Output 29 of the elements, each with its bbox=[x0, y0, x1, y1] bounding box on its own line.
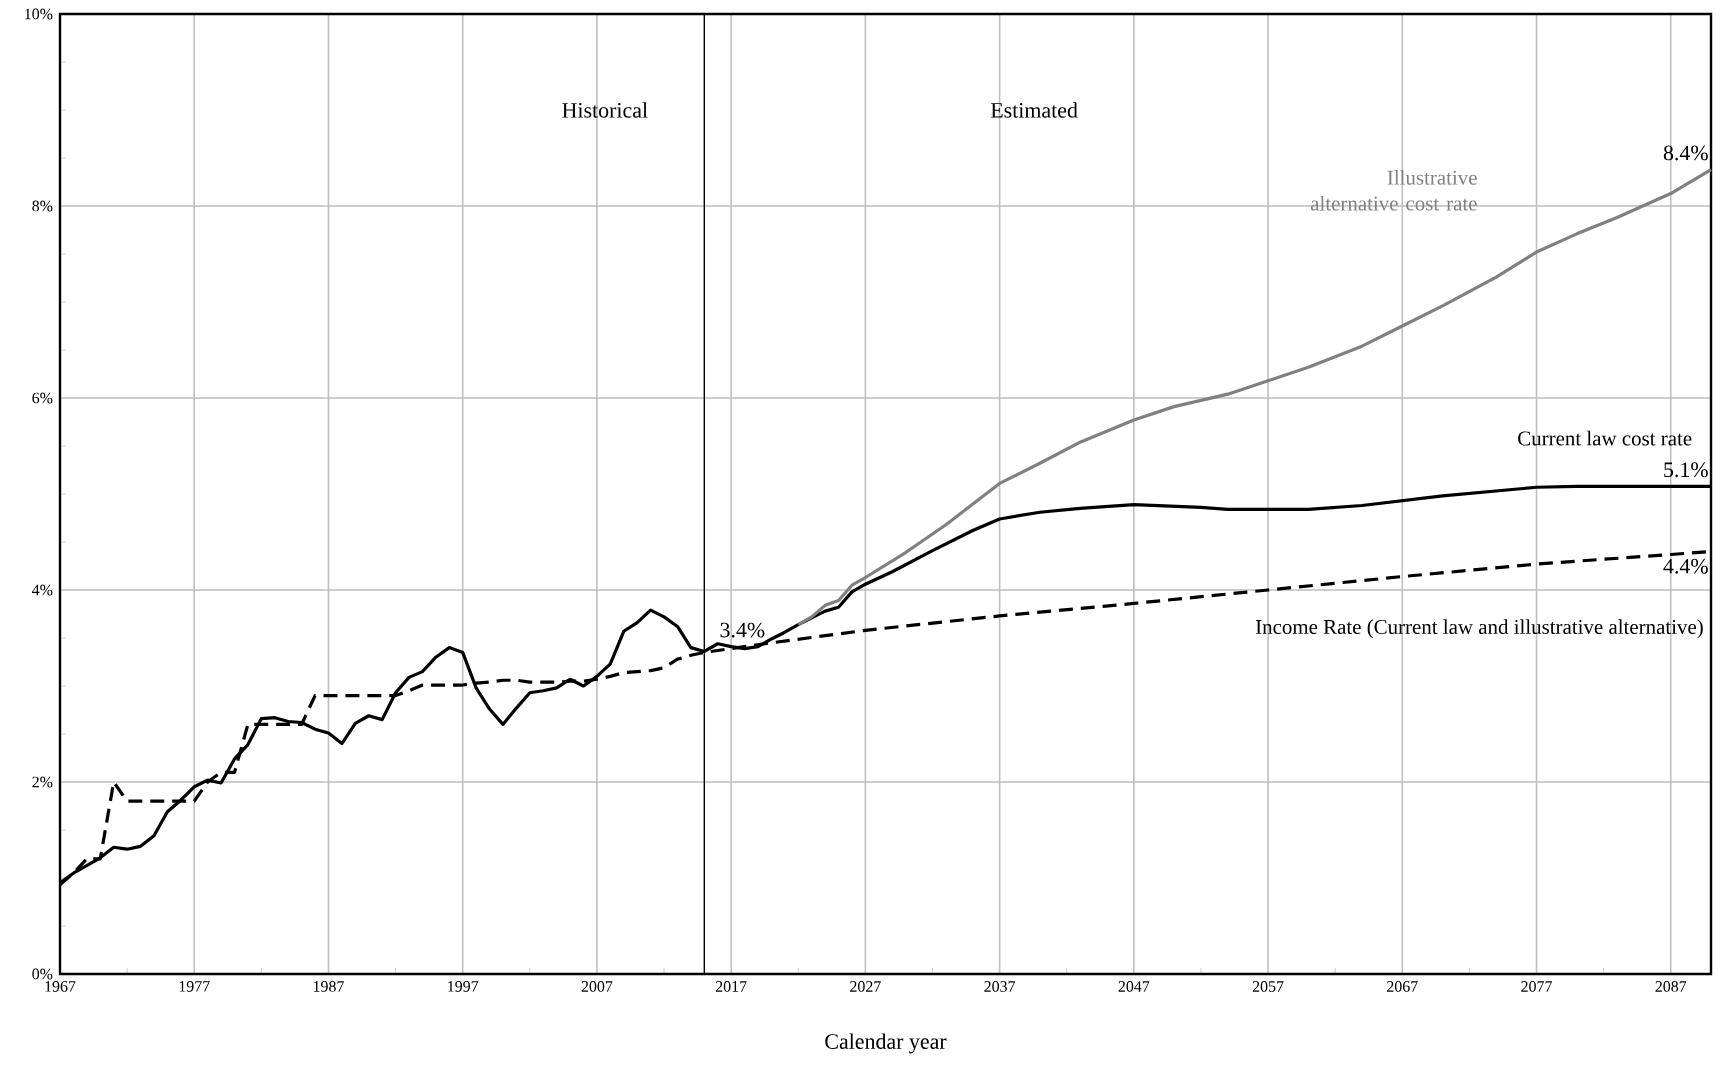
text: Illustrative alternative cost rate bbox=[1310, 170, 1477, 211]
x-tick-label: 2007 bbox=[581, 981, 613, 992]
annotation: 5.1% bbox=[1664, 462, 1708, 478]
x-tick-label: 2037 bbox=[984, 981, 1016, 992]
annotation: 3.4% bbox=[720, 622, 765, 638]
series-label: Current law cost rate bbox=[1518, 430, 1692, 446]
annotation: Estimated bbox=[990, 102, 1078, 118]
annotation: Historical bbox=[562, 102, 648, 118]
x-tick-label: 1977 bbox=[179, 981, 210, 992]
series-label: Income Rate (Current law and illustrative alternative) bbox=[1255, 619, 1703, 639]
x-tick-label: 2087 bbox=[1655, 981, 1687, 992]
x-tick-label: 2067 bbox=[1387, 981, 1418, 992]
x-tick-label: 2017 bbox=[715, 981, 747, 992]
x-tick-label: 2027 bbox=[850, 981, 881, 992]
x-tick-label: 2057 bbox=[1252, 981, 1284, 992]
x-tick-label: 2047 bbox=[1118, 981, 1150, 992]
y-tick-label: 0% bbox=[32, 968, 53, 980]
y-tick-label: 6% bbox=[32, 392, 53, 404]
x-axis-title: Calendar year bbox=[825, 1033, 947, 1054]
y-tick-label: 10% bbox=[25, 8, 53, 20]
y-tick-label: 4% bbox=[32, 584, 53, 596]
x-tick-label: 1997 bbox=[448, 981, 479, 992]
x-tick-label: 2077 bbox=[1521, 981, 1552, 992]
y-tick-label: 8% bbox=[32, 200, 53, 212]
x-tick-label: 1987 bbox=[313, 981, 344, 992]
y-tick-label: 2% bbox=[32, 776, 53, 788]
x-tick-label: 1967 bbox=[45, 981, 76, 992]
annotation: 8.4% bbox=[1663, 145, 1708, 161]
annotation: 4.4% bbox=[1663, 558, 1708, 574]
